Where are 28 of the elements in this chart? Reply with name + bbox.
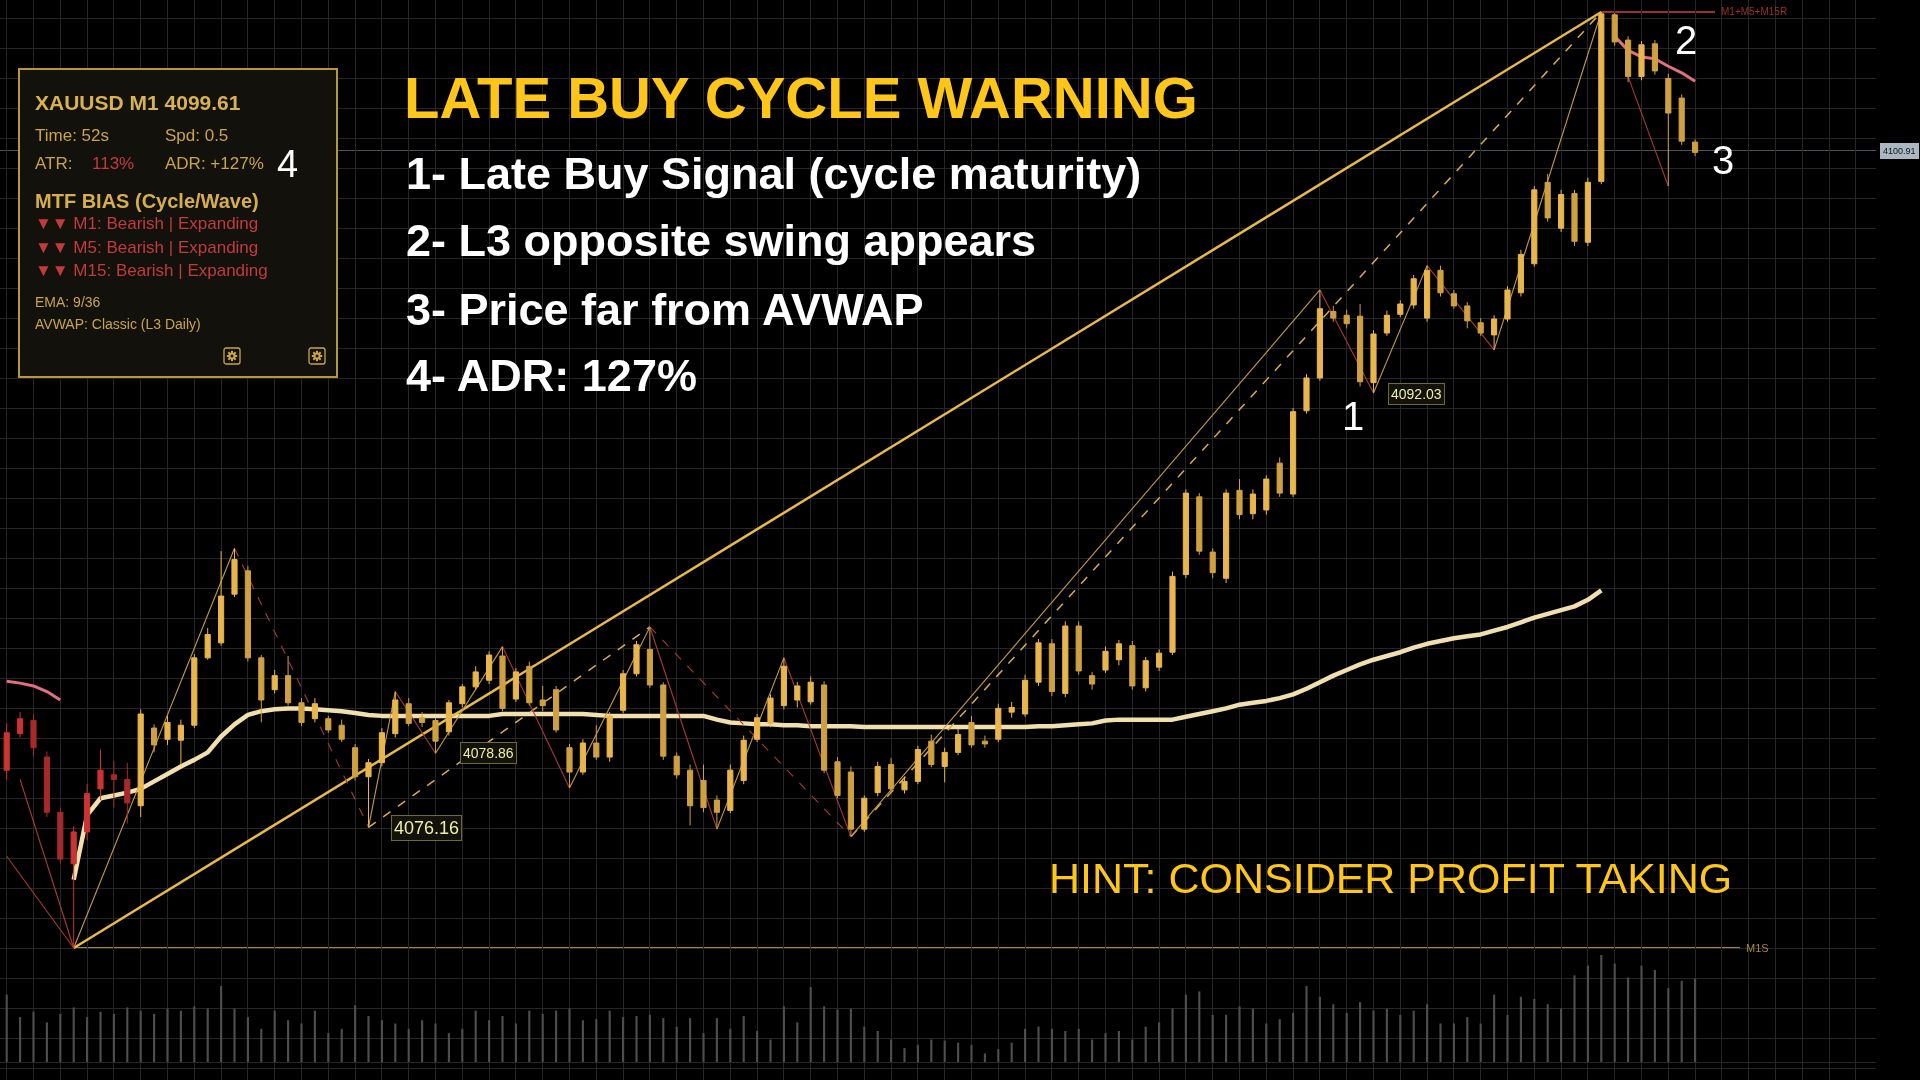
text: XAUUSD M1 4099.61 [35,91,241,115]
annotation: Spd: 0.5 [165,125,229,146]
annotation: 2- L3 opposite swing appears [406,215,1037,266]
ref-line-label: M1S [1746,942,1769,954]
annotation: ADR: +127% [165,153,264,174]
annotation: 3- Price far from AVWAP [406,284,924,335]
text: 4100.91 [1883,146,1916,156]
annotation: EMA: 9/36 [35,294,101,311]
annotation: Time: 52s [35,125,110,146]
annotation: 1 [1342,394,1365,438]
annotation: 1- Late Buy Signal (cycle maturity) [406,148,1142,199]
annotation: 2 [1675,18,1698,62]
annotation: MTF BIAS (Cycle/Wave) [35,190,259,212]
text: LATE BUY CYCLE WARNING [404,65,1198,131]
annotation: 4076.16 [394,818,460,838]
annotation: 4 [277,143,299,186]
annotation: ▼▼ M5: Bearish | Expanding [35,237,259,258]
ref-line-label: M1+M5+M15R [1721,6,1788,17]
annotation: ATR: [35,153,73,174]
annotation: 113% [92,153,135,174]
annotation: ▼▼ M1: Bearish | Expanding [35,213,259,234]
annotation: 3 [1712,138,1735,182]
annotation: 4078.86 [463,745,514,761]
annotation: 4- ADR: 127% [406,350,697,401]
annotation: ▼▼ M15: Bearish | Expanding [35,260,268,281]
annotation: AVWAP: Classic (L3 Daily) [35,316,201,333]
annotation: 4092.03 [1391,386,1442,402]
annotation: HINT: CONSIDER PROFIT TAKING [1049,854,1733,902]
